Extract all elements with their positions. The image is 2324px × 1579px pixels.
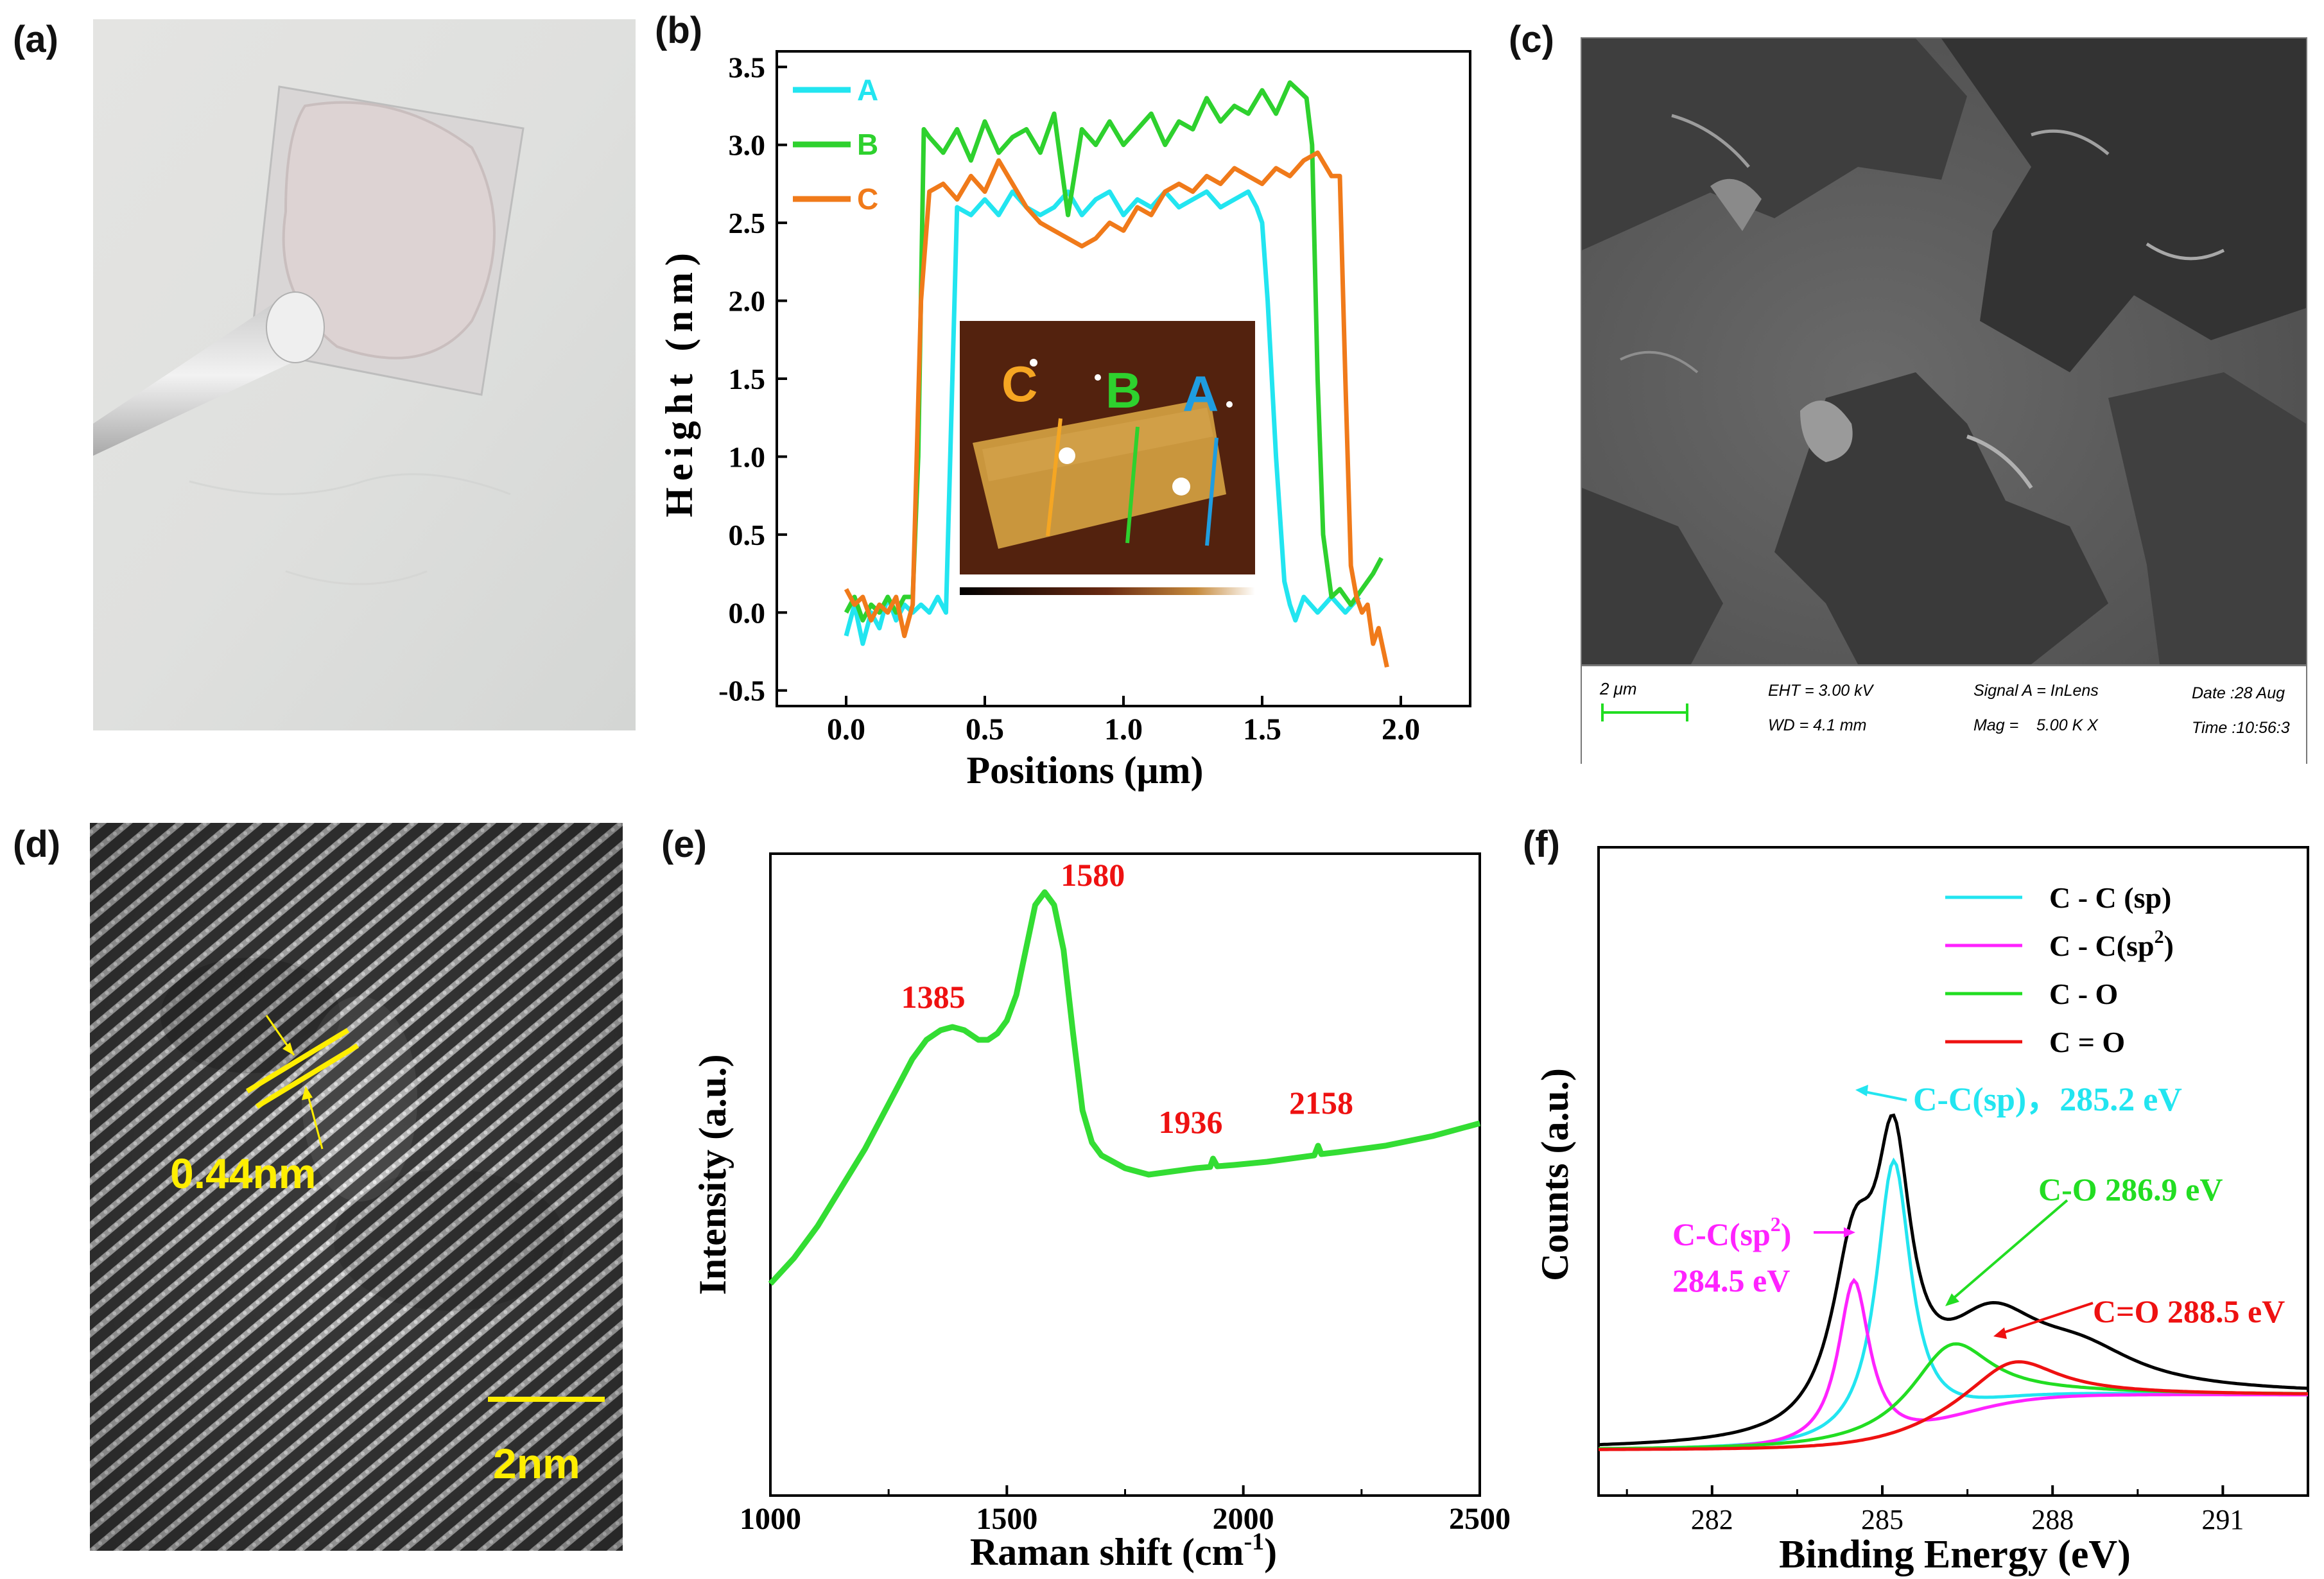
legend-label: C - O xyxy=(2049,978,2118,1010)
sem-date: Date :28 Aug xyxy=(2192,684,2285,702)
afm-inset: C B A xyxy=(960,321,1255,595)
sem-image-frame: 2 μm EHT = 3.00 kV WD = 4.1 mm Signal A … xyxy=(1581,37,2307,764)
sem-wd: WD = 4.1 mm xyxy=(1768,716,1867,734)
x-tick-label: 1.5 xyxy=(1243,712,1281,746)
y-tick-label: 2.0 xyxy=(729,285,766,318)
afm-colorbar xyxy=(960,587,1255,595)
plot-frame xyxy=(769,852,1481,1497)
y-tick-label: 3.0 xyxy=(729,129,766,162)
x-tick-label: 0.0 xyxy=(827,712,865,746)
annotation-cc-sp: C-C(sp)，285.2 eV xyxy=(1913,1082,2182,1118)
legend-label-A: A xyxy=(857,73,878,107)
y-tick-label: 0.0 xyxy=(729,596,766,629)
inset-label-b: B xyxy=(1106,362,1141,418)
x-tick-label: 2500 xyxy=(1449,1502,1511,1536)
x-axis-label: Binding Energy (eV) xyxy=(1779,1533,2131,1576)
legend-label: C = O xyxy=(2049,1026,2125,1058)
panel-label-e: (e) xyxy=(661,824,707,865)
sem-scale-bar xyxy=(1601,703,1688,721)
inset-label-a: A xyxy=(1183,365,1218,422)
x-tick-label: 1000 xyxy=(740,1502,801,1536)
x-tick-label: 288 xyxy=(2031,1504,2074,1535)
peak-label-1385: 1385 xyxy=(901,979,966,1015)
legend-label-B: B xyxy=(857,128,878,161)
x-tick-label: 285 xyxy=(1861,1504,1903,1535)
y-tick-label: 2.5 xyxy=(729,207,766,239)
y-axis-label: Intensity (a.u.) xyxy=(691,1054,734,1295)
y-tick-label: 1.0 xyxy=(729,440,766,473)
annotation-284-5: 284.5 eV xyxy=(1672,1263,1790,1299)
panel-label-f: (f) xyxy=(1523,824,1560,865)
series-C xyxy=(844,150,1389,668)
panel-label-c: (c) xyxy=(1509,19,1554,60)
chart-afm-height-profile: 0.0 0.5 1.0 1.5 2.0 -0.5 0.0 0.5 1.0 1.5 2.0 2.5 3.0… xyxy=(658,50,1471,791)
sem-mag: Mag = 5.00 K X xyxy=(1973,716,2098,734)
inset-label-c: C xyxy=(1002,356,1037,412)
sem-info-bar: 2 μm EHT = 3.00 kV WD = 4.1 mm Signal A … xyxy=(1582,664,2306,764)
annotation-co: C-O 286.9 eV xyxy=(2038,1171,2223,1207)
x-tick-label: 2.0 xyxy=(1382,712,1420,746)
peak-annotations: C-C(sp)，285.2 eV C-C(sp2) 284.5 eV C-O 2… xyxy=(1672,1082,2285,1339)
hrtem-image: 0.44nm 2nm xyxy=(90,823,623,1551)
y-axis-label: Height (nm) xyxy=(658,246,700,517)
y-tick-label: -0.5 xyxy=(718,675,765,707)
sem-eht: EHT = 3.00 kV xyxy=(1768,682,1873,700)
y-tick-label: 3.5 xyxy=(729,51,766,83)
sem-signal: Signal A = InLens xyxy=(1973,682,2099,700)
y-axis-label: Counts (a.u.) xyxy=(1534,1068,1576,1281)
panel-label-d: (d) xyxy=(13,824,61,865)
x-tick-label: 1.0 xyxy=(1104,712,1143,746)
legend-label: C - C (sp) xyxy=(2049,881,2171,914)
x-tick-label: 1500 xyxy=(976,1502,1037,1536)
peak-label-1936: 1936 xyxy=(1159,1104,1223,1140)
legend-label: C - C(sp2) xyxy=(2049,926,2174,962)
x-tick-label: 291 xyxy=(2201,1504,2244,1535)
photo-glass-slide xyxy=(93,19,636,730)
peak-label-2158: 2158 xyxy=(1289,1085,1353,1121)
y-tick-label: 1.5 xyxy=(729,363,766,395)
series-C-O xyxy=(1599,1360,2309,1451)
x-axis-label: Raman shift (cm-1) xyxy=(970,1528,1277,1573)
panel-label-a: (a) xyxy=(13,19,58,60)
sem-scale-text: 2 μm xyxy=(1600,679,1637,698)
legend-label-C: C xyxy=(857,182,878,216)
y-tick-label: 0.5 xyxy=(729,519,766,551)
x-tick-label: 2000 xyxy=(1213,1502,1274,1536)
sem-time: Time :10:56:3 xyxy=(2192,719,2290,737)
x-tick-label: 0.5 xyxy=(966,712,1004,746)
film-deposit xyxy=(282,101,496,359)
sem-micrograph xyxy=(1582,39,2306,664)
panel-label-b: (b) xyxy=(655,10,703,51)
lattice-spacing-marker xyxy=(245,1015,605,1402)
hrtem-scale-label: 2nm xyxy=(493,1440,580,1487)
lattice-spacing-label: 0.44nm xyxy=(170,1150,317,1197)
series-Envelope xyxy=(1598,1113,2309,1447)
tweezers xyxy=(93,295,311,456)
annotation-c-double-o: C=O 288.5 eV xyxy=(2093,1293,2285,1329)
x-tick-label: 282 xyxy=(1691,1504,1733,1535)
x-axis-label: Positions (μm) xyxy=(967,749,1204,791)
chart-xps-c1s: 282 285 288 291 C - C (sp) C - C(sp2) C - O C … xyxy=(1534,846,2309,1576)
plot-frame xyxy=(1597,846,2309,1497)
series-raman xyxy=(768,889,1481,1286)
peak-label-1580: 1580 xyxy=(1061,857,1125,893)
chart-raman-spectrum: 1000 1500 2000 2500 1385 1580 1936 2158 Raman … xyxy=(691,852,1511,1573)
annotation-cc-sp2: C-C(sp2) xyxy=(1672,1212,1791,1252)
